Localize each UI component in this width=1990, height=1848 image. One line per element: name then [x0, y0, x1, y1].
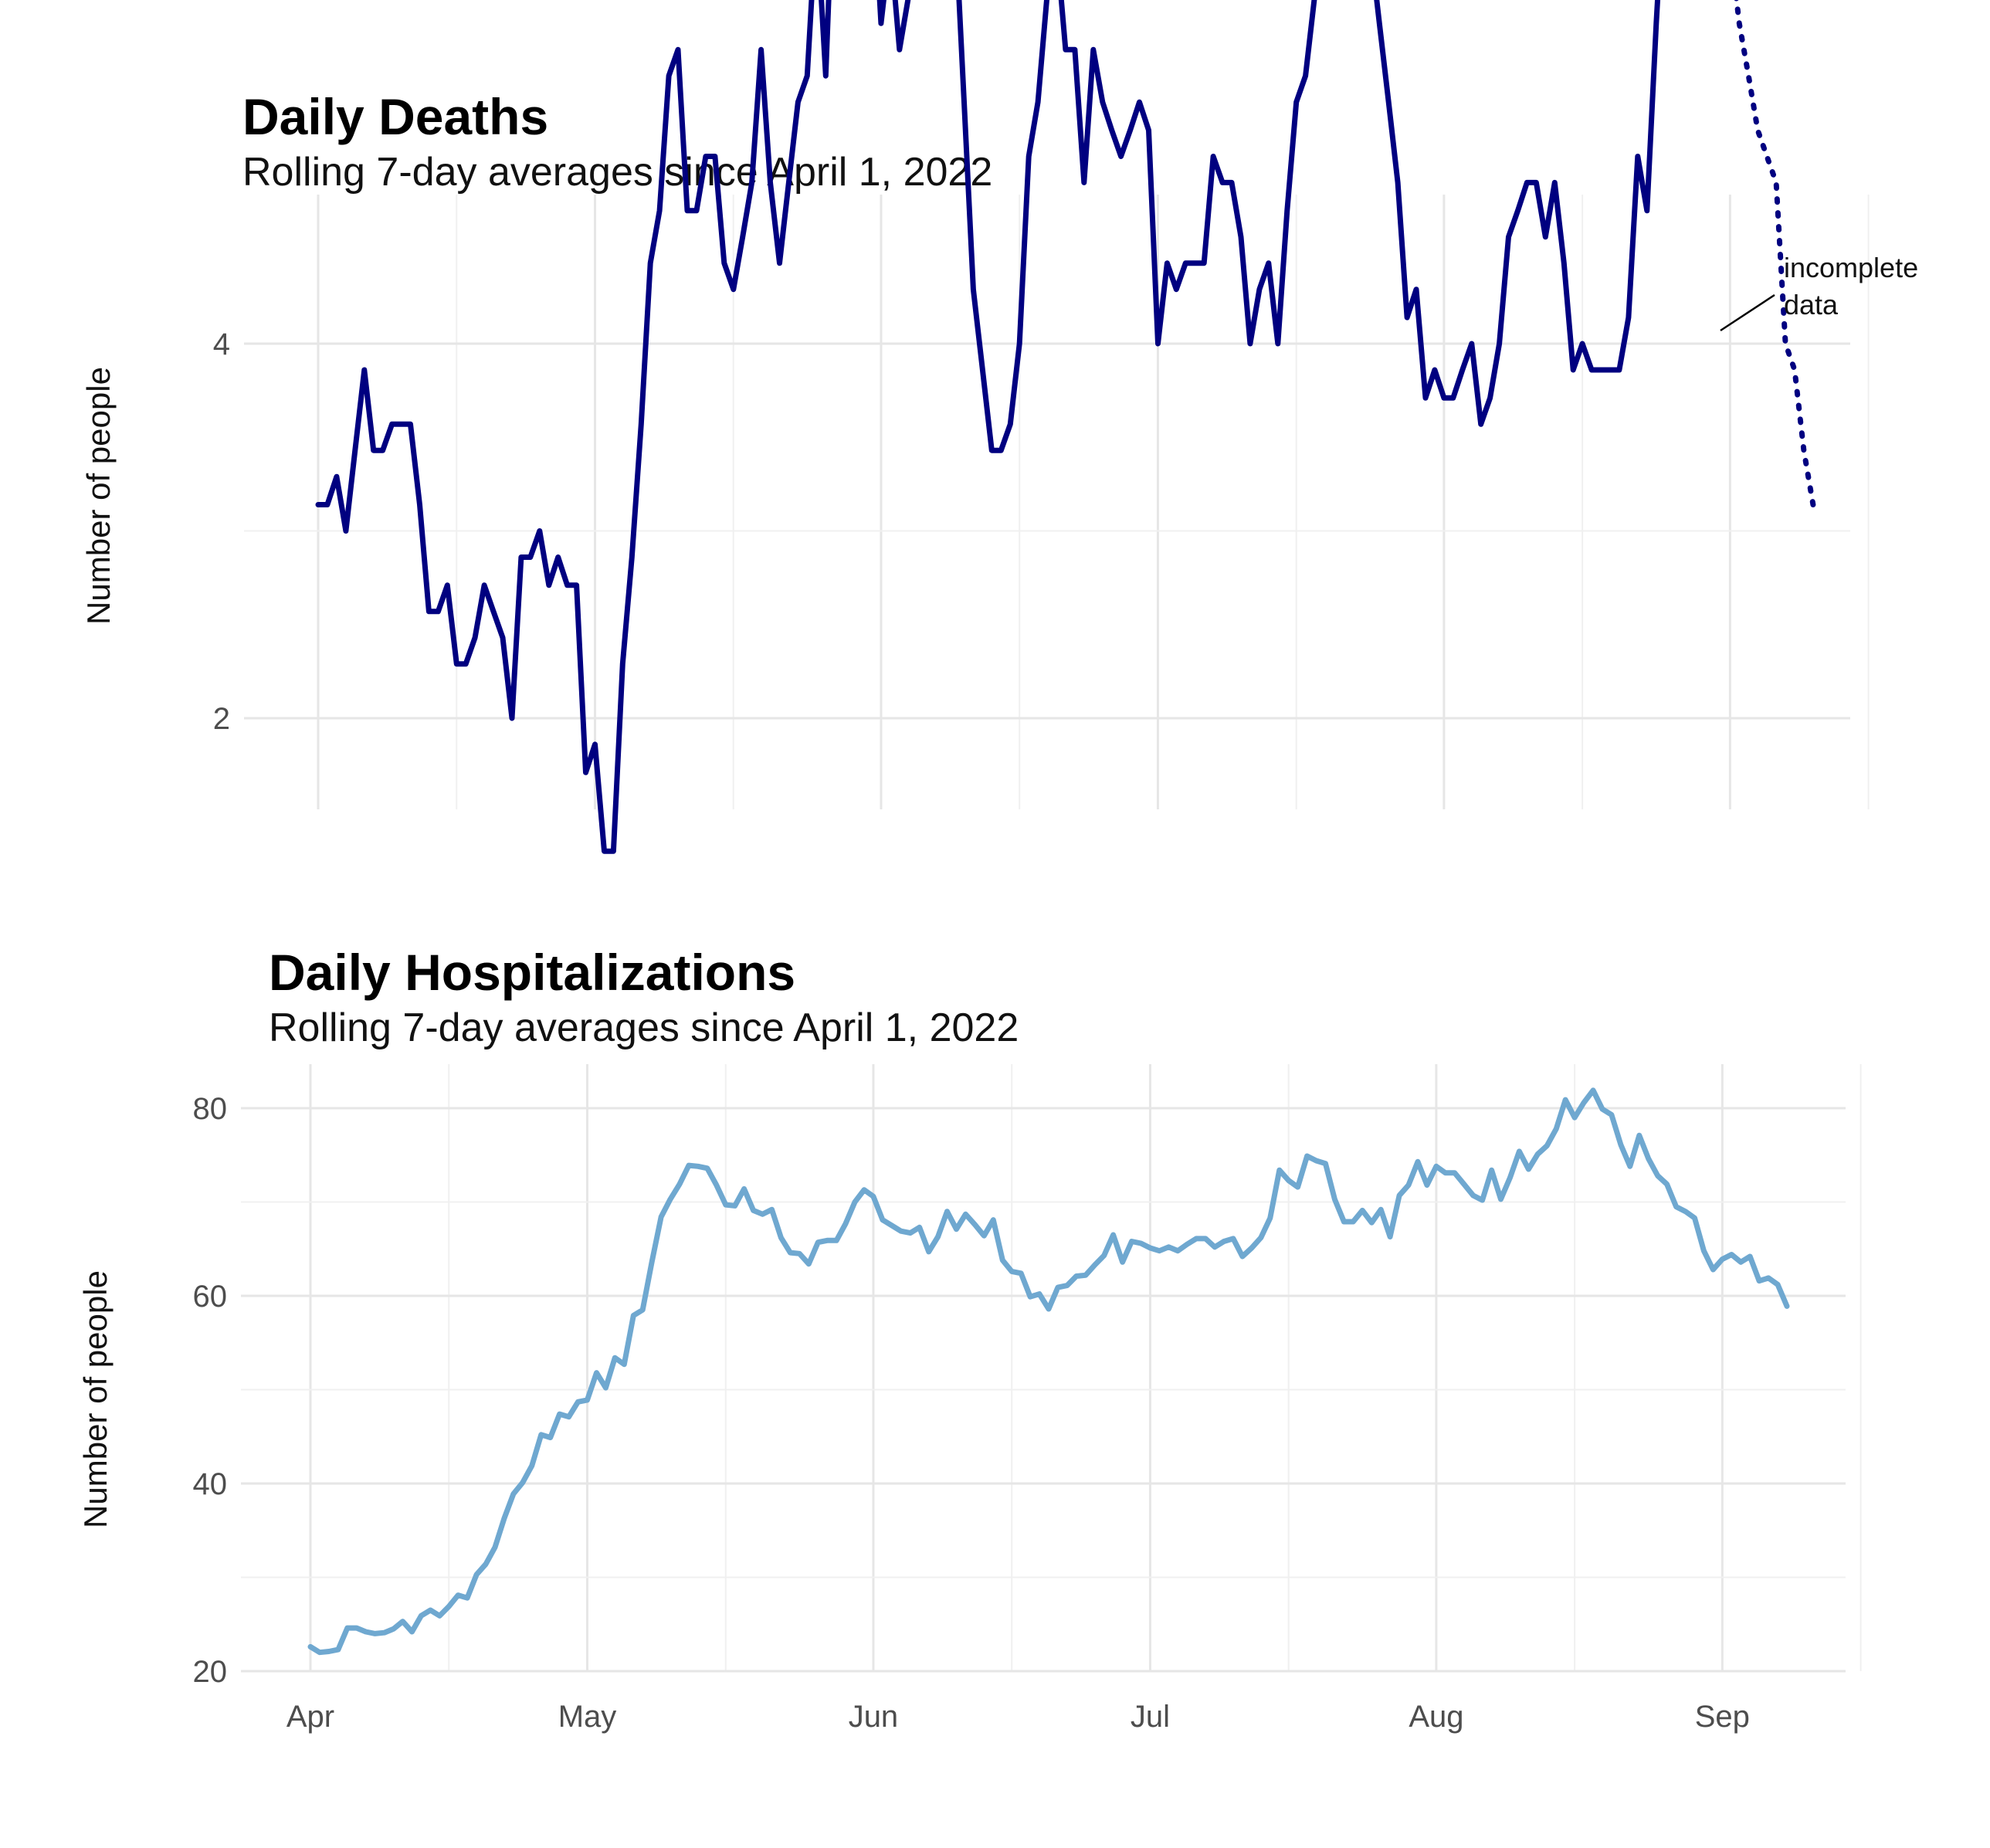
annotation-text-line-1: incomplete	[1784, 252, 1918, 283]
hosp-title: Daily Hospitalizations	[269, 944, 795, 1001]
hosp-y-tick-label: 40	[193, 1467, 228, 1501]
x-tick-label-jun: Jun	[849, 1700, 899, 1734]
annotation-text-line-2: data	[1784, 289, 1839, 320]
hosp-series-line	[307, 1087, 1790, 1656]
annotation-pointer	[1720, 293, 1775, 332]
deaths-series-line	[315, 0, 1661, 854]
x-tick-label-may: May	[558, 1700, 617, 1734]
deaths-panel: Daily Deaths Rolling 7-day averages sinc…	[80, 0, 1918, 854]
hosp-subtitle: Rolling 7-day averages since April 1, 20…	[269, 1005, 1019, 1050]
hosp-y-tick-label: 60	[193, 1280, 228, 1314]
x-tick-label-aug: Aug	[1409, 1700, 1463, 1734]
x-tick-label-apr: Apr	[286, 1700, 334, 1734]
deaths-y-tick-label: 4	[213, 327, 230, 361]
hosp-y-ticks: 20 40 60 80	[193, 1092, 228, 1689]
x-tick-label-jul: Jul	[1131, 1700, 1170, 1734]
deaths-title: Daily Deaths	[242, 88, 548, 145]
deaths-subtitle: Rolling 7-day averages since April 1, 20…	[242, 150, 992, 195]
hosp-y-tick-label: 80	[193, 1092, 228, 1126]
hosp-y-axis-label: Number of people	[77, 1270, 114, 1528]
deaths-y-ticks: 2 4 6	[213, 327, 230, 736]
hosp-panel: Daily Hospitalizations Rolling 7-day ave…	[77, 944, 1862, 1734]
hosp-y-tick-label: 20	[193, 1655, 228, 1689]
x-axis-ticks: Apr May Jun Jul Aug Sep	[286, 1700, 1750, 1734]
hosp-gridlines	[241, 1064, 1862, 1673]
deaths-y-tick-label: 2	[213, 702, 230, 736]
deaths-y-axis-label: Number of people	[80, 367, 117, 625]
x-tick-label-sep: Sep	[1695, 1700, 1750, 1734]
deaths-incomplete-series-line	[1734, 0, 1816, 507]
